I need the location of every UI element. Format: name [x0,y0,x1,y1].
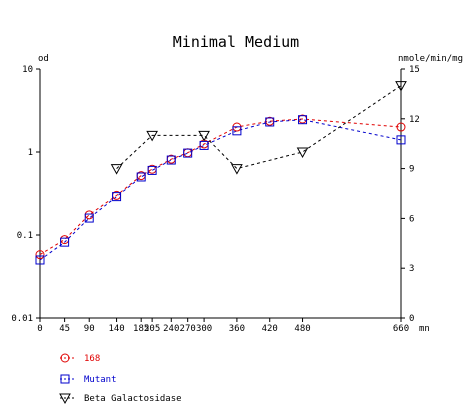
right-tick-label: 3 [409,264,414,274]
data-point [84,213,94,223]
data-point [136,172,146,182]
data-point [60,237,70,247]
left-tick-label: 10 [22,65,33,75]
data-point [298,115,308,125]
left-axis-label: od [38,54,49,64]
series-line [39,118,402,256]
data-point [396,135,406,145]
data-point [198,130,210,142]
series-line [39,119,402,261]
legend-marker [59,393,71,405]
x-tick-label: 185 [133,324,149,334]
x-tick-label: 420 [262,324,278,334]
data-point [110,164,123,175]
x-tick-label: 270 [180,324,196,334]
legend-label: Mutant [84,375,117,385]
left-tick-label: 0.01 [11,314,33,324]
data-point [35,255,45,265]
x-tick-label: 300 [196,324,212,334]
legend: 168 Mutant Beta Galactosidase [59,353,182,405]
data-point [183,148,193,158]
x-tick-label: 205 [144,324,160,334]
series-markers [35,81,407,265]
x-tick-label: 45 [59,324,70,334]
data-point [147,165,157,175]
series-line [116,85,402,170]
right-tick-label: 6 [409,214,414,224]
right-tick-label: 12 [409,115,420,125]
legend-label: Beta Galactosidase [84,394,182,404]
right-tick-label: 9 [409,165,414,175]
data-point [84,210,94,220]
data-point [296,147,309,159]
data-point [112,192,122,202]
left-tick-label: 1 [28,148,33,158]
data-point [35,250,45,260]
data-point [231,164,243,175]
data-point [166,155,176,165]
chart-title: Minimal Medium [173,33,299,51]
data-point [395,81,407,92]
legend-label: 168 [84,354,100,364]
legend-marker [60,353,70,363]
data-point [232,126,242,136]
x-tick-label: 140 [108,324,124,334]
right-tick-label: 15 [409,65,420,75]
x-tick-label: 240 [163,324,179,334]
series-lines [39,85,402,261]
x-tick-label: 360 [229,324,245,334]
right-tick-label: 0 [409,314,414,324]
right-axis-label: nmole/min/mg [398,54,463,64]
data-point [396,122,406,132]
x-tick-label: 480 [294,324,310,334]
x-tick-label: 660 [393,324,409,334]
legend-marker [60,374,70,384]
x-axis-unit-label: mn [419,324,430,334]
x-tick-label: 90 [84,324,95,334]
left-tick-label: 0.1 [17,231,33,241]
data-point [146,130,158,142]
data-point [265,117,275,127]
x-tick-label: 0 [37,324,42,334]
